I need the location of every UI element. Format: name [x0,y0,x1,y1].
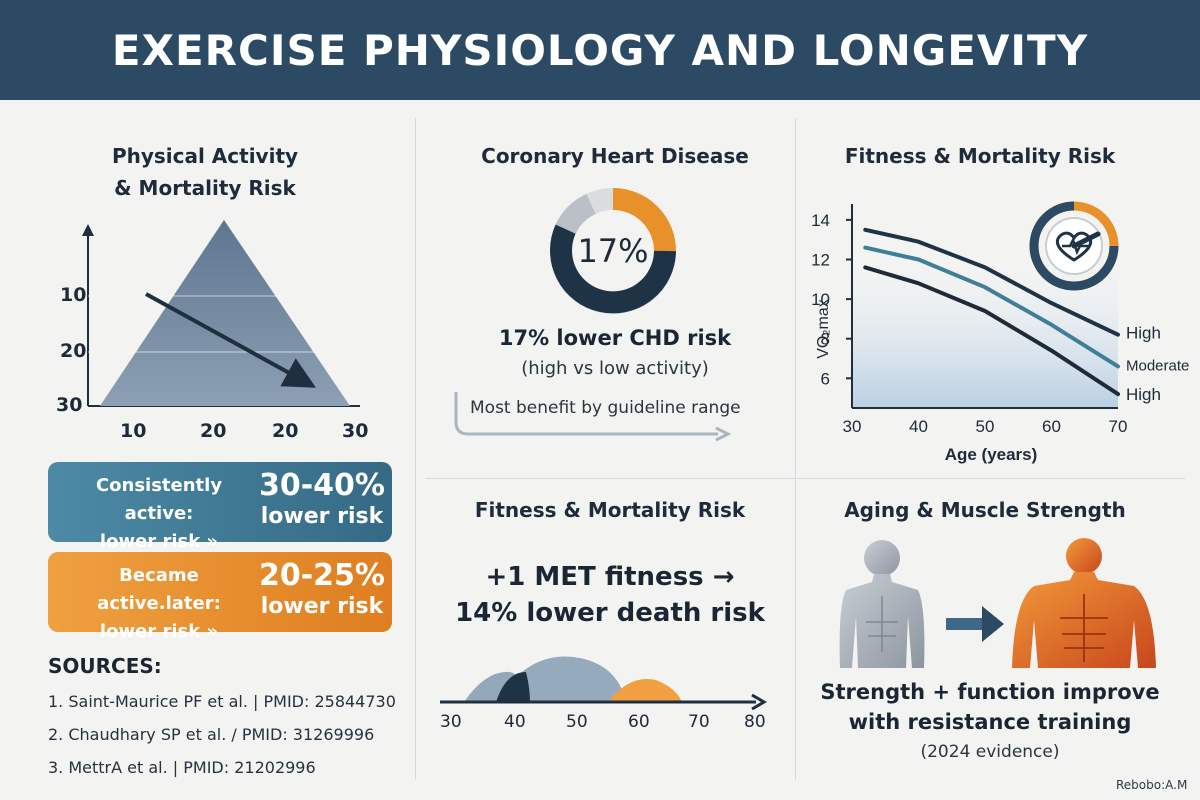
y-tick-label: 6 [821,369,830,388]
sources-block: SOURCES: 1. Saint-Maurice PF et al. | PM… [48,654,408,777]
consistently-active-box: Consistently active: lower risk » 30-40%… [48,462,392,552]
x-tick: 80 [744,712,766,732]
series-label: Moderate [1126,357,1189,374]
y-tick-label: 10 [811,290,830,309]
y-tick-label: 12 [811,251,830,270]
series-label: High [1126,385,1161,404]
header-banner: EXERCISE PHYSIOLOGY AND LONGEVITY [0,0,1200,100]
chd-donut-chart [550,188,676,314]
series-line-2 [863,265,1120,397]
activity-pyramid-chart [82,220,360,407]
watermark: Rebobo:A.M [1116,778,1188,792]
sources-heading: SOURCES: [48,654,162,678]
met-line-2: 14% lower death risk [455,598,765,628]
y-axis-label: VO₂max [815,299,832,359]
pyramid-shape [100,220,350,406]
series-line-1 [863,245,1120,369]
divider [415,118,416,780]
heart-gauge-icon [1029,201,1119,291]
panel5-title: Aging & Muscle Strength [844,498,1126,522]
strength-line-2: with resistance training [848,710,1132,734]
donut-navy-segment [550,224,676,314]
chd-headline: 17% lower CHD risk [498,326,732,350]
downward-arrow [145,292,317,388]
x-tick-label: 30 [843,417,862,436]
met-line-1: +1 MET fitness → [485,562,735,592]
x-tick-label: 50 [976,417,995,436]
age-distribution-chart [440,656,767,710]
panel2-title: Coronary Heart Disease [481,144,749,168]
x-tick: 10 [120,420,147,442]
donut-center-value: 17% [577,232,649,270]
x-tick: 50 [566,712,588,732]
panel1-title: Physical Activity & Mortality Risk [111,144,299,200]
x-tick: 70 [688,712,710,732]
became-active-later-box: Became active.later: lower risk » 20-25%… [48,552,392,642]
chd-subtext: (high vs low activity) [521,358,709,379]
x-tick-label: 40 [909,417,928,436]
donut-gray-segment [555,193,597,235]
panel3-title: Fitness & Mortality Risk [844,144,1116,168]
muscular-figure-icon [1012,538,1156,668]
weak-figure-icon [839,540,925,668]
series-label: High [1126,324,1161,343]
x-tick: 30 [342,420,369,442]
divider [795,118,796,780]
x-tick: 40 [504,712,526,732]
x-tick: 60 [628,712,650,732]
y-tick-label: 8 [821,330,830,349]
source-item: 3. MettrA et al. | PMID: 21202996 [48,758,316,777]
strength-line-1: Strength + function improve [820,680,1160,704]
page-title: EXERCISE PHYSIOLOGY AND LONGEVITY [111,25,1089,75]
benefit-note: Most benefit by guideline range [470,398,741,418]
x-tick: 20 [272,420,299,442]
source-item: 1. Saint-Maurice PF et al. | PMID: 25844… [48,692,396,711]
y-tick: 20 [60,340,87,362]
vo2max-line-chart: 14 12 10 8 6 30 40 50 60 70 Age (years) VO₂max High M… [811,204,1189,464]
x-axis-label: Age (years) [945,445,1038,464]
y-tick: 10 [60,284,87,306]
strength-note: (2024 evidence) [920,742,1060,762]
panel4-title: Fitness & Mortality Risk [474,498,746,522]
muscle-figures-illustration [839,538,1156,668]
divider [425,478,1185,479]
source-item: 2. Chaudhary SP et al. / PMID: 31269996 [48,725,375,744]
y-tick-label: 14 [811,211,830,230]
series-line-0 [863,227,1120,337]
donut-orange-segment [612,188,676,252]
x-tick: 30 [440,712,462,732]
benefit-arrow [454,392,732,442]
arrow-right-icon [946,606,1004,642]
x-tick: 20 [200,420,227,442]
x-tick-label: 60 [1042,417,1061,436]
y-tick: 30 [56,394,83,416]
x-tick-label: 70 [1109,417,1128,436]
